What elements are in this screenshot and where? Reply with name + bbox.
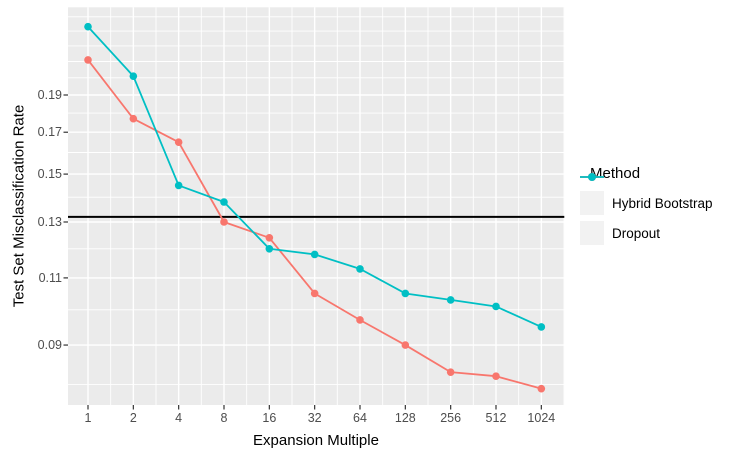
- data-point-dropout: [84, 22, 92, 31]
- y-tick-label: 0.19: [37, 87, 62, 102]
- data-point-hybrid-bootstrap: [401, 341, 410, 349]
- data-point-dropout: [174, 181, 183, 190]
- x-tick-label: 1: [84, 411, 92, 425]
- x-tick-label: 32: [307, 411, 322, 425]
- y-tick-label: 0.09: [37, 337, 62, 352]
- legend-item-hybrid-bootstrap: Hybrid Bootstrap: [580, 173, 713, 215]
- y-tick-label: 0.11: [38, 270, 62, 285]
- data-point-hybrid-bootstrap: [310, 289, 319, 298]
- legend-items: Hybrid Bootstrap Dropout: [580, 173, 713, 245]
- data-point-dropout: [356, 265, 364, 273]
- data-point-hybrid-bootstrap: [174, 138, 183, 147]
- data-point-hybrid-bootstrap: [356, 316, 364, 324]
- data-point-hybrid-bootstrap: [129, 114, 138, 123]
- data-point-dropout: [401, 289, 410, 298]
- y-axis-title: Test Set Misclassification Rate: [10, 104, 28, 308]
- data-point-dropout: [220, 198, 228, 206]
- x-tick-label: 256: [440, 411, 462, 425]
- x-tick-label: 16: [262, 411, 277, 425]
- x-axis-title: Expansion Multiple: [253, 432, 379, 449]
- data-point-dropout: [537, 323, 546, 331]
- data-point-dropout: [310, 250, 319, 259]
- data-point-dropout: [265, 244, 274, 253]
- legend-item-label: Dropout: [612, 225, 661, 241]
- data-point-hybrid-bootstrap: [84, 56, 92, 64]
- data-point-dropout: [492, 302, 500, 311]
- plot-panel: [68, 7, 565, 406]
- x-tick-label: 8: [220, 411, 228, 425]
- y-tick-label: 0.15: [37, 166, 62, 181]
- x-tick-label: 1024: [527, 411, 556, 425]
- y-tick-label: 0.13: [37, 214, 62, 229]
- data-point-hybrid-bootstrap: [446, 368, 455, 376]
- legend-key-hybrid-bootstrap-icon: [580, 173, 604, 215]
- legend-item-label: Hybrid Bootstrap: [612, 195, 713, 211]
- legend-key-dropout-icon: [580, 173, 604, 245]
- x-tick-label: 512: [485, 411, 507, 425]
- x-tick-label: 64: [353, 411, 367, 425]
- data-point-hybrid-bootstrap: [492, 372, 500, 381]
- y-tick-label: 0.17: [37, 124, 62, 139]
- data-point-dropout: [129, 72, 138, 80]
- legend: Method Hybrid Bootstrap Dropout: [580, 165, 713, 245]
- x-tick-label: 4: [175, 411, 183, 425]
- legend-title: Method: [590, 165, 641, 182]
- data-point-dropout: [446, 296, 455, 304]
- x-tick-label: 2: [129, 411, 137, 425]
- data-point-hybrid-bootstrap: [220, 218, 228, 226]
- data-point-hybrid-bootstrap: [537, 384, 546, 393]
- x-tick-label: 128: [394, 411, 416, 425]
- legend-item-dropout: Dropout: [580, 173, 713, 245]
- data-point-hybrid-bootstrap: [265, 234, 274, 242]
